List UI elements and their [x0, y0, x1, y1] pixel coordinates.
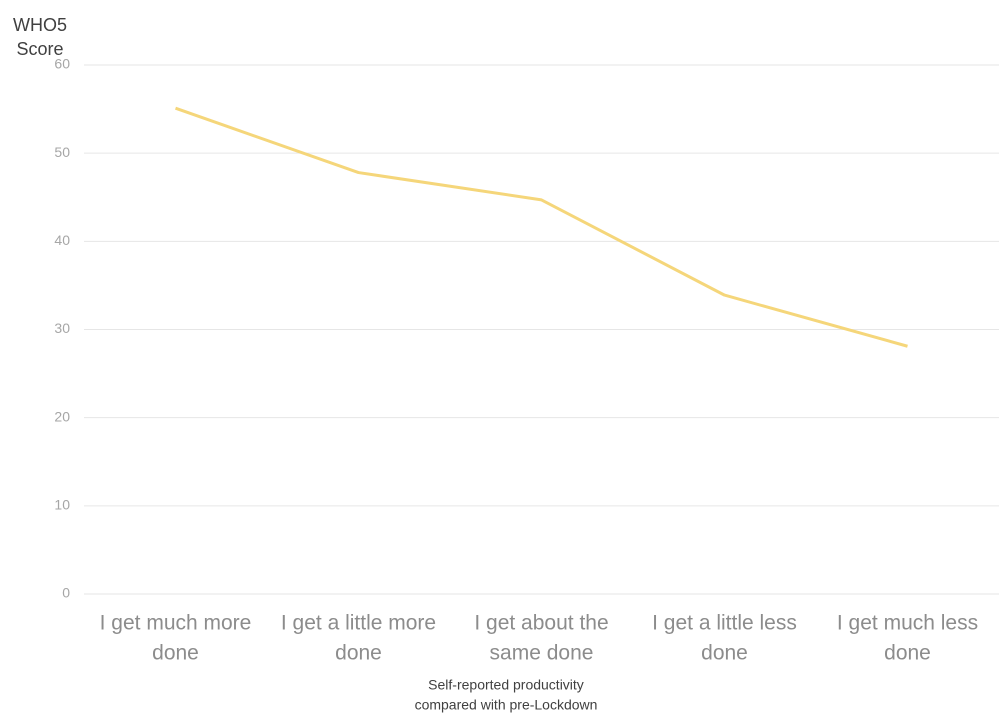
- x-tick-label: I get about the: [474, 612, 608, 635]
- x-tick-label: done: [152, 642, 199, 665]
- y-tick-label: 10: [54, 497, 70, 513]
- x-tick-label: I get a little less: [652, 612, 797, 635]
- y-axis-title-line: Score: [16, 39, 63, 59]
- x-tick-label: same done: [490, 642, 594, 665]
- data-line: [175, 106, 908, 348]
- x-tick-label: I get much less: [837, 612, 978, 635]
- x-tick-label: done: [701, 642, 748, 665]
- y-tick-label: 0: [62, 585, 70, 601]
- x-tick-label: done: [884, 642, 931, 665]
- y-tick-label: 30: [54, 320, 70, 336]
- y-tick-label: 50: [54, 144, 70, 160]
- x-tick-label: done: [335, 642, 382, 665]
- x-axis-title-line: Self-reported productivity: [428, 677, 584, 693]
- x-axis-title-line: compared with pre-Lockdown: [415, 697, 598, 713]
- x-tick-label: I get a little more: [281, 612, 436, 635]
- x-tick-label: I get much more: [100, 612, 252, 635]
- y-axis-title-line: WHO5: [13, 15, 67, 35]
- y-tick-label: 20: [54, 408, 70, 424]
- y-tick-label: 60: [54, 56, 70, 72]
- y-tick-label: 40: [54, 232, 70, 248]
